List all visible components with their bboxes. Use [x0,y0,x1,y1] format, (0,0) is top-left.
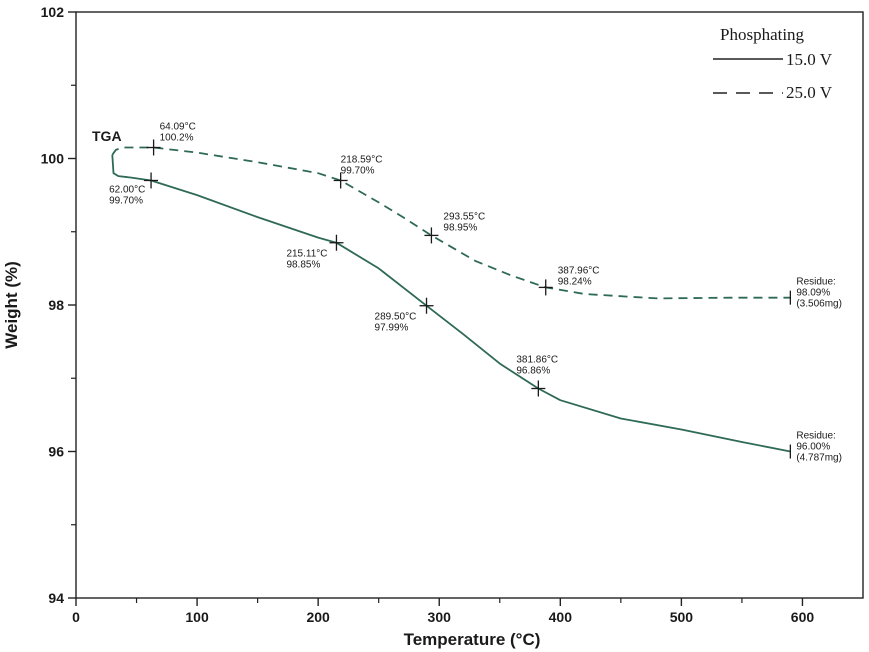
x-tick-label: 400 [549,609,573,625]
annotation-temp: 387.96°C [558,265,600,276]
y-tick-label: 98 [48,297,64,313]
residue-mass: (3.506mg) [796,299,842,310]
x-axis-title: Temperature (°C) [404,630,541,649]
y-tick-label: 96 [48,444,64,460]
residue-label: Residue: [796,277,835,288]
y-tick-label: 102 [41,4,65,20]
legend-label-25v: 25.0 V [786,83,833,102]
annotation-temp: 293.55°C [443,211,485,222]
annotation-temp: 215.11°C [286,249,327,260]
annotation-weight: 100.2% [160,133,194,144]
y-tick-label: 100 [41,151,65,167]
x-tick-label: 500 [670,609,694,625]
x-tick-label: 300 [428,609,452,625]
annotation-temp: 64.09°C [160,122,196,133]
annotation-weight: 96.86% [516,366,550,377]
x-tick-label: 0 [72,609,80,625]
annotation-weight: 99.70% [341,165,375,176]
legend: Phosphating 15.0 V 25.0 V [713,25,833,102]
annotation-temp: 381.86°C [516,355,558,366]
y-axis-title: Weight (%) [2,261,21,349]
annotation-weight: 98.24% [558,276,592,287]
annotation-temp: 218.59°C [341,154,383,165]
annotation-weight: 98.85% [286,260,320,271]
annotation-weight: 98.95% [443,222,477,233]
residue-value: 98.09% [796,288,830,299]
x-tick-label: 200 [306,609,330,625]
annotation-weight: 97.99% [375,323,409,334]
plot-frame [75,11,864,599]
annotation-temp: 289.50°C [375,312,417,323]
series-line-25v [111,146,791,300]
legend-label-15v: 15.0 V [786,50,833,69]
residue-value: 96.00% [796,442,830,453]
x-tick-label: 600 [791,609,815,625]
residue-mass: (4.787mg) [796,453,842,464]
annotation-weight: 99.70% [109,195,143,206]
chart-title: TGA [92,128,122,144]
series-line-15v [111,154,791,453]
x-tick-label: 100 [185,609,209,625]
legend-title: Phosphating [720,25,805,44]
residue-label: Residue: [796,431,835,442]
y-tick-label: 94 [48,590,64,606]
annotation-temp: 62.00°C [109,184,145,195]
